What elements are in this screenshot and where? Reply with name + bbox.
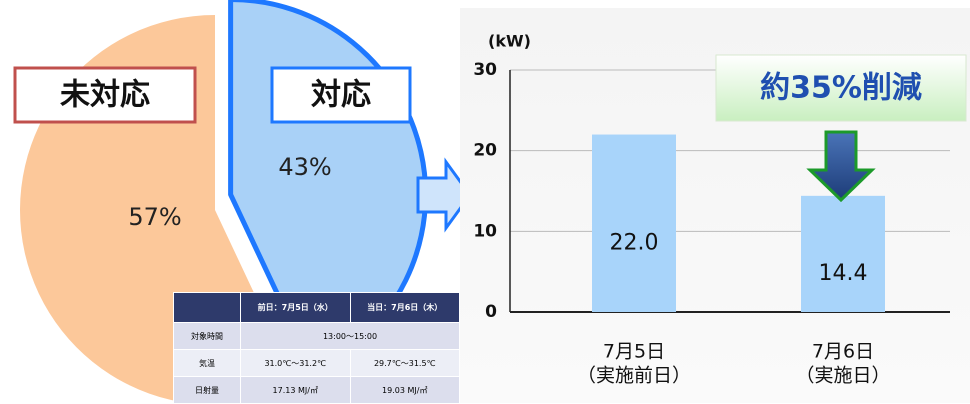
value-label: 57% (128, 203, 181, 231)
table-row: 日射量 17.13 MJ/㎡ 19.03 MJ/㎡ (173, 376, 460, 404)
table-row: 対象時間 13:00～15:00 (173, 322, 460, 350)
condition-table: 前日：7月5日（水） 当日：7月6日（木） 対象時間 13:00～15:00 気温 3… (173, 292, 460, 404)
cell: 日射量 (173, 376, 241, 404)
category-box (270, 66, 412, 124)
cell: 気温 (173, 349, 241, 377)
header-cell: 当日：7月6日（木） (349, 292, 460, 323)
header-cell: 前日：7月5日（水） (240, 292, 351, 323)
y-axis-label: (kW) (488, 32, 531, 51)
down-arrow (806, 130, 876, 203)
cell: 19.03 MJ/㎡ (349, 376, 460, 404)
cell: 29.7℃～31.5℃ (349, 349, 460, 377)
y-tick-label: 20 (473, 141, 497, 161)
x-tick-label: 7月5日 (603, 341, 665, 363)
category-label: 未対応 (60, 78, 150, 113)
blank-cell (173, 292, 241, 323)
value-label: 14.4 (819, 261, 868, 286)
x-tick-label: 7月6日 (812, 341, 874, 363)
cell: 17.13 MJ/㎡ (240, 376, 351, 404)
annotation: 約35%削減 (760, 71, 922, 106)
bar (592, 134, 676, 312)
cell: 対象時間 (173, 322, 241, 350)
y-tick-label: 0 (485, 302, 497, 322)
x-tick-label: （実施日） (795, 365, 890, 387)
x-tick-label: （実施前日） (577, 365, 691, 387)
cell: 31.0℃～31.2℃ (240, 349, 351, 377)
bar (801, 195, 885, 312)
bar-chart: (kW) 0 10 20 30 22.0 7月5日（実施前日） 14.4 7月6日（実施日） 約3… (473, 32, 967, 387)
arrow (416, 157, 472, 233)
value-label: 43% (278, 153, 331, 181)
category-box (13, 66, 197, 124)
table-header: 前日：7月5日（水） 当日：7月6日（木） (173, 292, 460, 323)
annotation-box (715, 54, 967, 122)
category-label: 対応 (311, 78, 371, 113)
cell: 13:00～15:00 (240, 322, 460, 350)
y-tick-label: 30 (473, 60, 497, 80)
value-label: 22.0 (610, 230, 659, 255)
table-row: 気温 31.0℃～31.2℃ 29.7℃～31.5℃ (173, 349, 460, 377)
y-tick-label: 10 (473, 221, 497, 241)
